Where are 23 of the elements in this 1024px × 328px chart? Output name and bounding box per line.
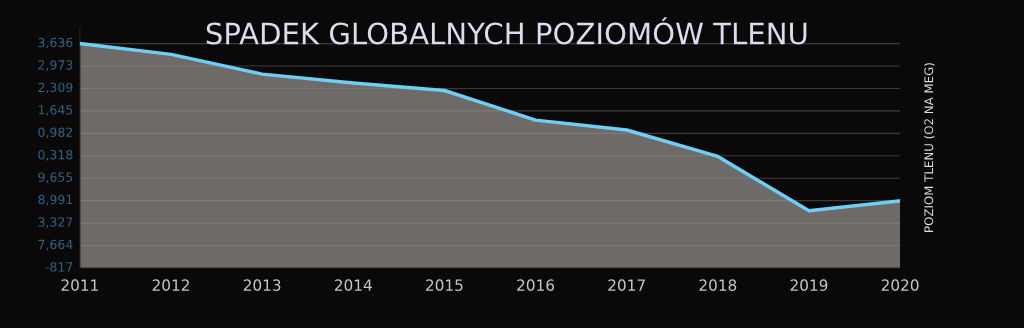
x-tick-label: 2015 <box>426 279 463 291</box>
text: 8,991 <box>38 194 73 206</box>
text: 0,318 <box>38 149 73 161</box>
x-tick-label: 2020 <box>881 279 919 291</box>
text: 0,982 <box>38 127 73 139</box>
x-tick-label: 2016 <box>517 279 555 291</box>
x-tick-label: 2014 <box>334 279 372 291</box>
text: 3,327 <box>38 217 73 228</box>
x-tick-label: 2013 <box>243 279 281 291</box>
text: -817 <box>45 262 73 272</box>
text: 2,973 <box>38 60 73 71</box>
x-tick-label: 2012 <box>152 279 189 291</box>
x-tick-label: 2011 <box>61 279 98 291</box>
chart-title: SPADEK GLOBALNYCH POZIOMÓW TLENU <box>206 17 807 45</box>
text: 2,309 <box>38 82 73 94</box>
y-axis-title: POZIOM TLENU (O2 NA MEG) <box>924 63 935 232</box>
text: 7,664 <box>38 239 73 251</box>
text: 1,645 <box>38 105 73 116</box>
x-tick-label: 2019 <box>790 279 828 291</box>
text: 9,655 <box>38 172 73 184</box>
x-tick-label: 2017 <box>608 279 645 291</box>
x-tick-label: 2018 <box>699 279 737 291</box>
text: 3,636 <box>38 37 73 49</box>
